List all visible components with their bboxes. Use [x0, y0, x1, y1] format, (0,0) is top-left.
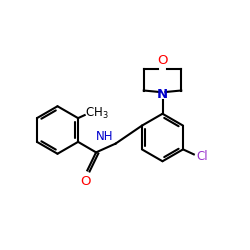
- Text: NH: NH: [96, 130, 113, 143]
- Text: CH$_3$: CH$_3$: [85, 106, 109, 121]
- Text: O: O: [80, 175, 90, 188]
- Text: N: N: [157, 88, 168, 102]
- Text: O: O: [157, 54, 168, 67]
- Text: Cl: Cl: [197, 150, 208, 163]
